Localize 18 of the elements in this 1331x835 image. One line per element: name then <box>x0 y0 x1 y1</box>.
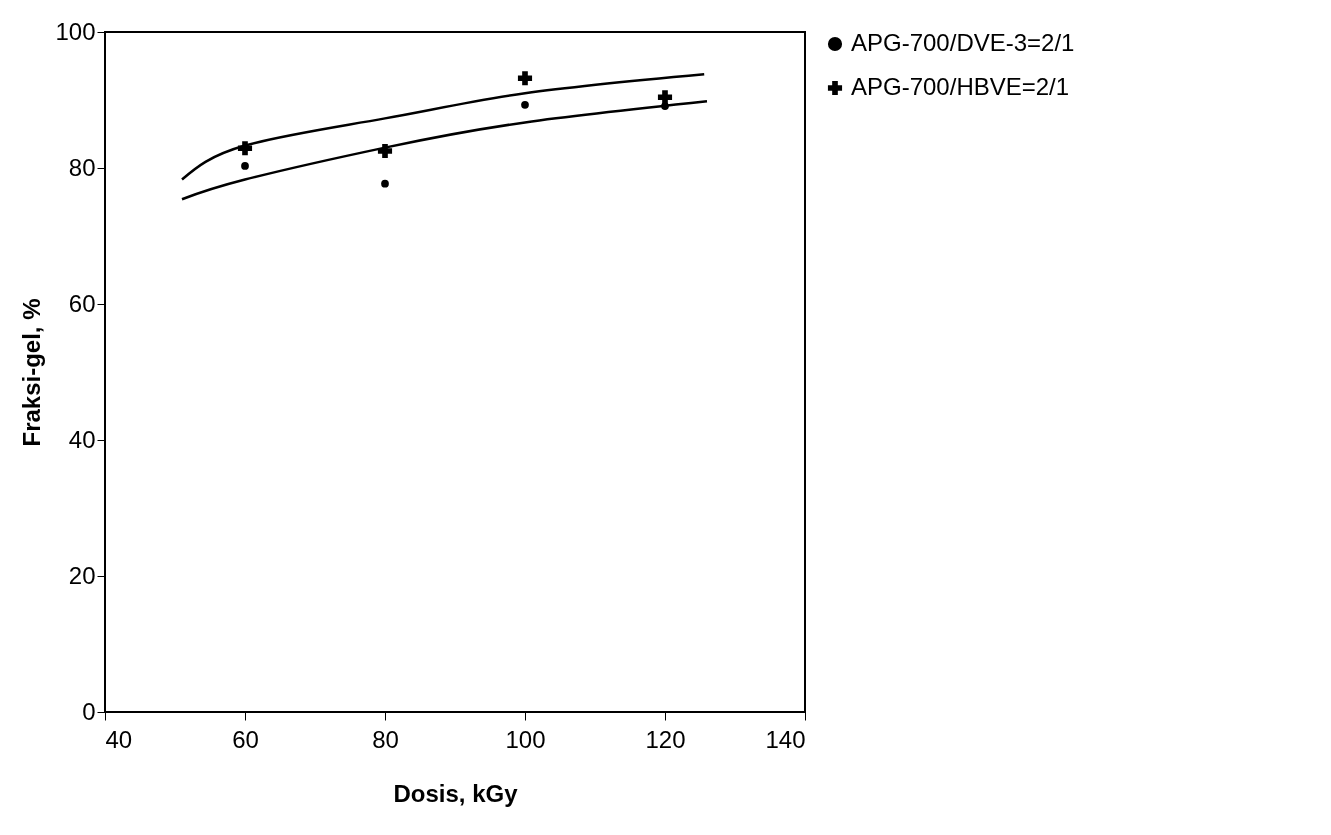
legend-label: APG-700/HBVE=2/1 <box>851 73 1070 100</box>
x-tick-label: 40 <box>105 725 133 753</box>
y-tick-label: 100 <box>55 17 96 45</box>
line-series <box>180 72 706 181</box>
y-tick-label: 60 <box>68 289 96 317</box>
x-tick-label: 140 <box>765 725 806 753</box>
y-axis-title: Fraksi-gel, % <box>18 298 46 447</box>
x-tick-label: 80 <box>372 725 399 753</box>
x-tick-label: 100 <box>505 725 546 753</box>
legend-label: APG-700/DVE-3=2/1 <box>851 29 1075 56</box>
line-series <box>180 100 709 201</box>
x-tick-label: 60 <box>232 725 259 753</box>
y-tick-label: 80 <box>68 153 96 181</box>
y-tick-label: 20 <box>68 561 96 589</box>
y-tick-label: 40 <box>68 425 96 453</box>
x-axis-title: Dosis, kGy <box>393 779 519 807</box>
y-tick-label: 0 <box>82 697 96 725</box>
x-tick-label: 120 <box>645 725 686 753</box>
